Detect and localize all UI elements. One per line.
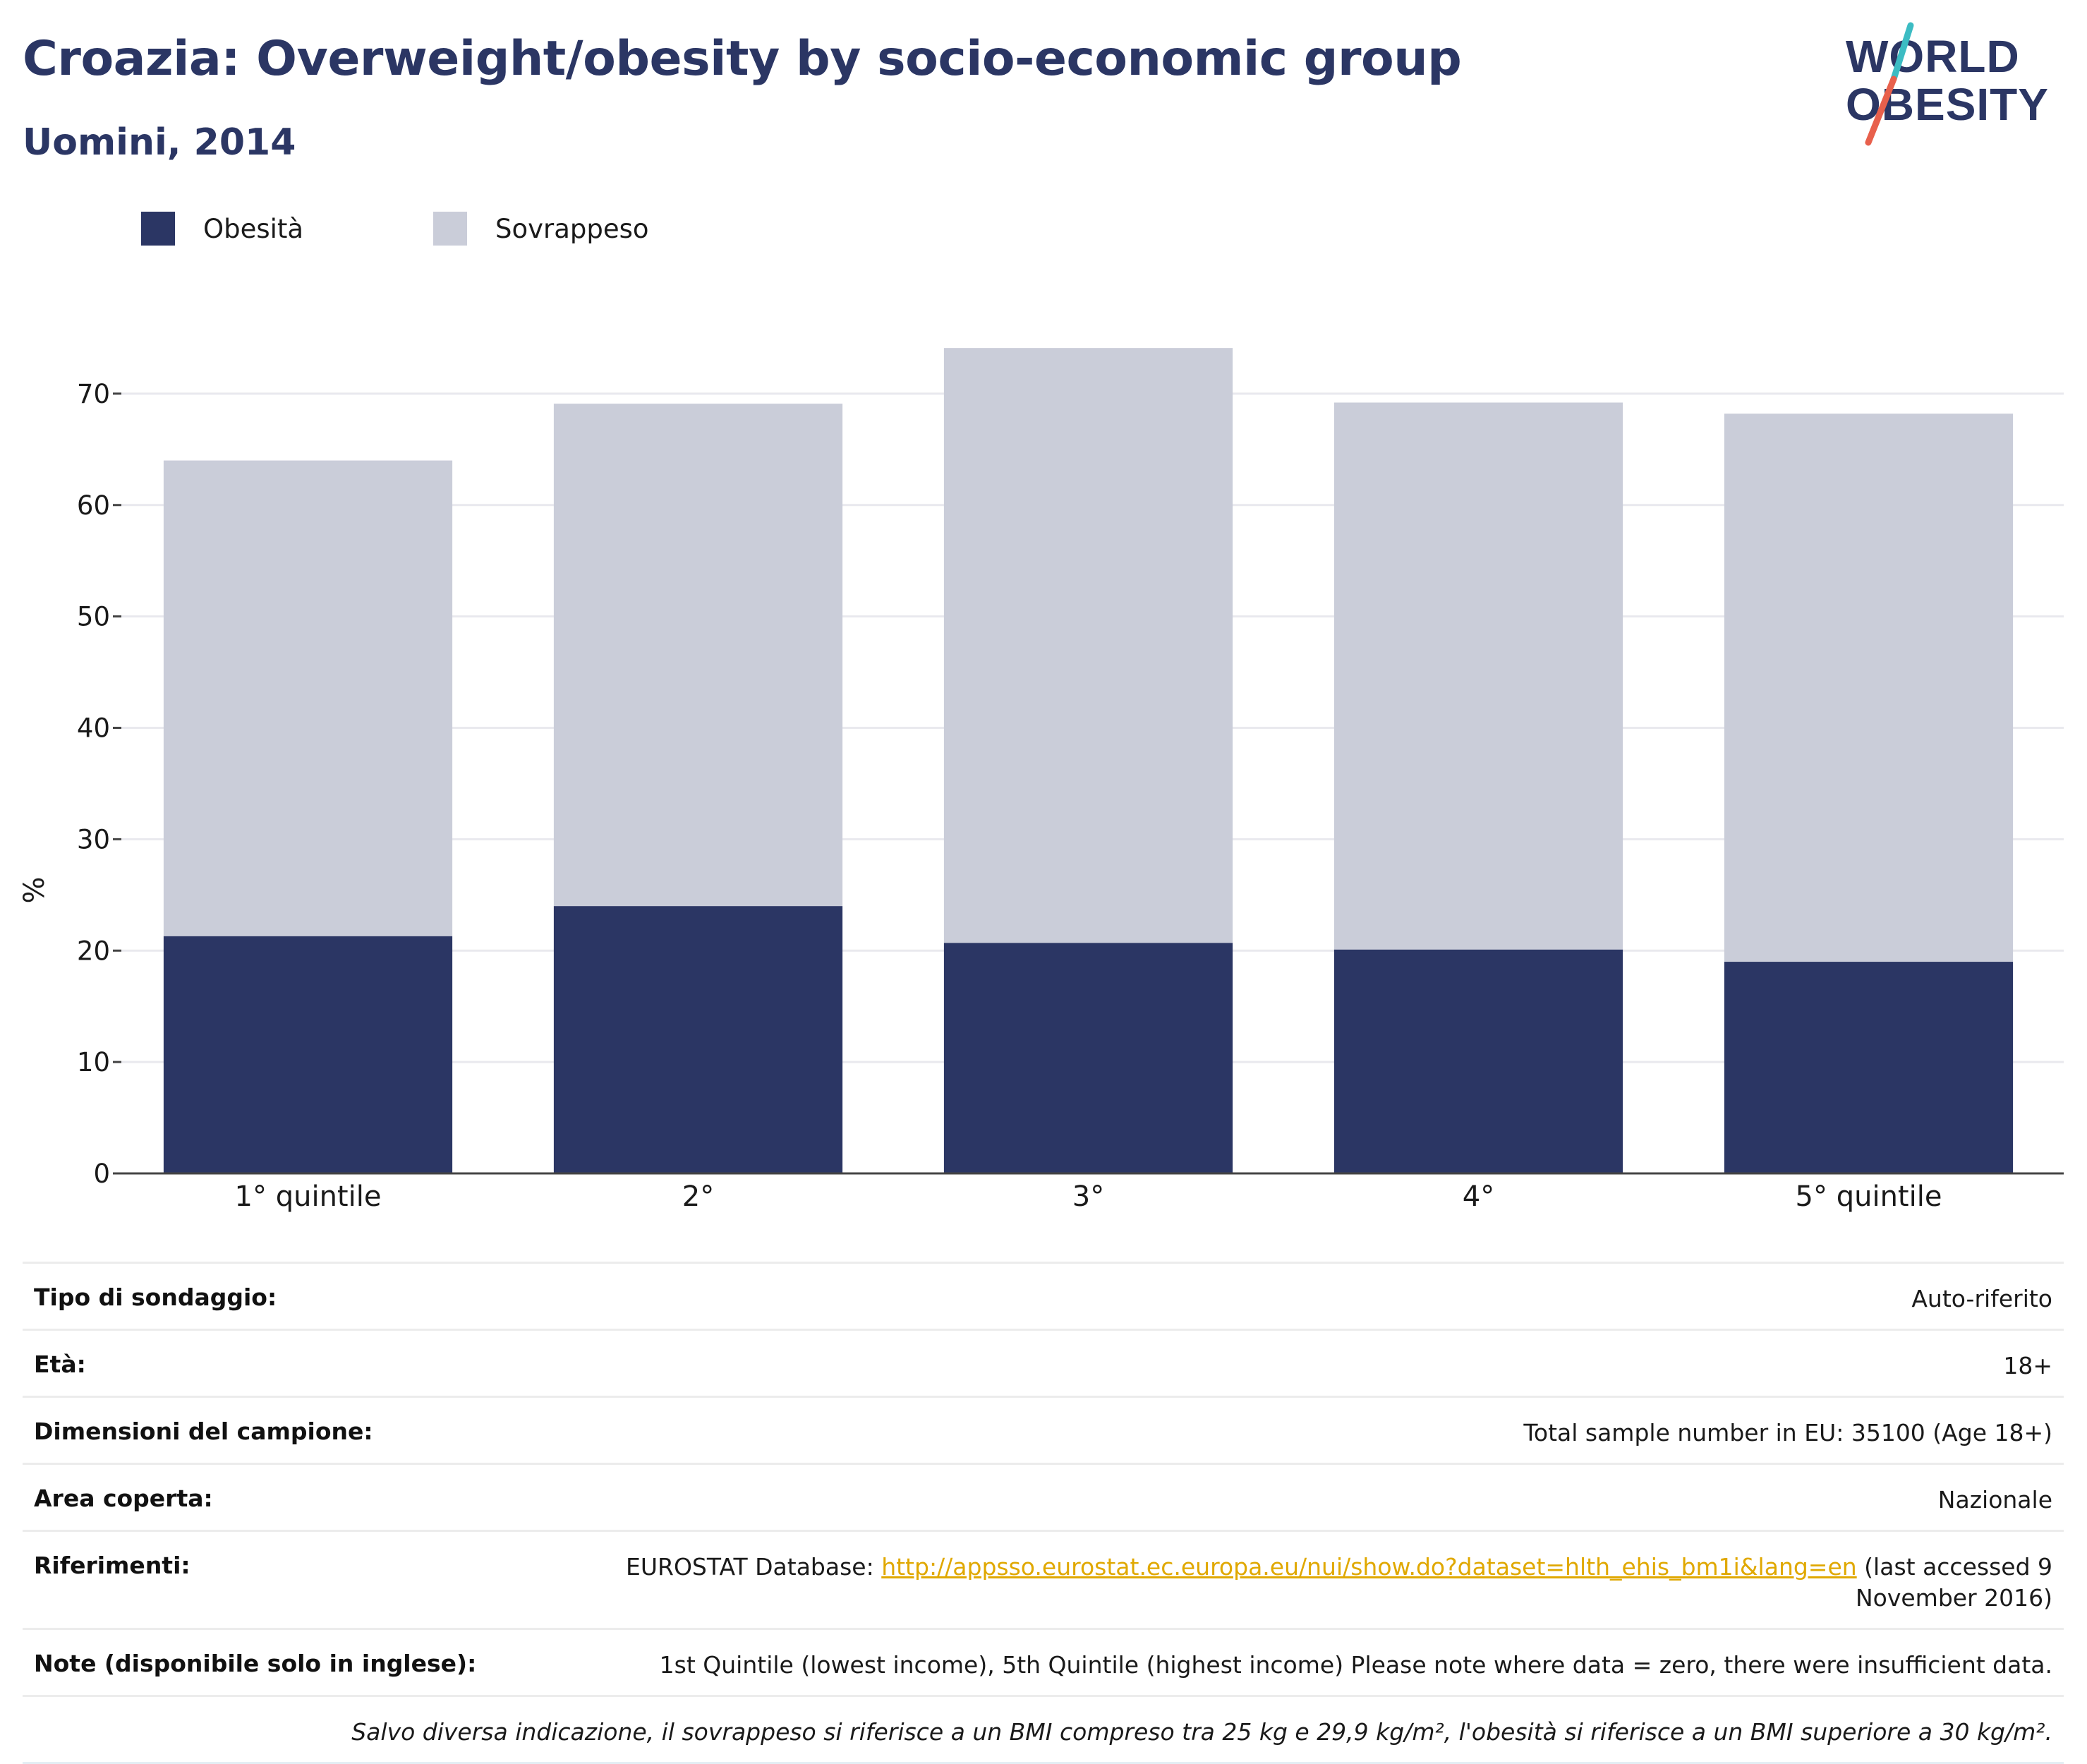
logo-slash-bottom — [1865, 75, 1897, 146]
info-value: Auto-riferito — [525, 1262, 2064, 1330]
info-key: Età: — [23, 1329, 525, 1397]
y-tick-label-20: 20 — [77, 936, 110, 966]
chart-subtitle: Uomini, 2014 — [23, 121, 296, 164]
bar-overweight-3[interactable] — [943, 348, 1233, 943]
y-tick-label-10: 10 — [77, 1047, 110, 1077]
y-tick-label-50: 50 — [77, 602, 110, 632]
y-tick-label-0: 0 — [93, 1159, 110, 1189]
world-obesity-logo: WORLD OBESITY — [1846, 22, 2048, 146]
y-tick-label-60: 60 — [77, 490, 110, 521]
bar-obesity-5[interactable] — [1724, 962, 2014, 1173]
bar-overweight-1[interactable] — [163, 460, 453, 936]
x-tick-label-3: 3° — [1072, 1180, 1104, 1213]
x-tick-label-1: 1° quintile — [235, 1180, 382, 1213]
legend-label-obesity: Obesità — [203, 213, 304, 244]
info-row-notes: Note (disponibile solo in inglese): 1st … — [23, 1628, 2064, 1696]
footnote: Salvo diversa indicazione, il sovrappeso… — [23, 1695, 2064, 1764]
info-value: Nazionale — [525, 1463, 2064, 1531]
info-row-footnote: Salvo diversa indicazione, il sovrappeso… — [23, 1695, 2064, 1764]
logo-word-world: WORLD — [1846, 31, 2020, 82]
info-row-sample-size: Dimensioni del campione: Total sample nu… — [23, 1396, 2064, 1464]
bar-obesity-2[interactable] — [553, 906, 843, 1173]
x-tick-label-2: 2° — [682, 1180, 714, 1213]
info-table: Tipo di sondaggio: Auto-riferito Età: 18… — [23, 1262, 2064, 1764]
bar-overweight-4[interactable] — [1333, 402, 1623, 950]
x-tick-label-4: 4° — [1463, 1180, 1494, 1213]
chart-title: Croazia: Overweight/obesity by socio-eco… — [23, 31, 1462, 87]
legend-item-obesity[interactable]: Obesità — [141, 210, 303, 247]
y-axis-ticks: 0 10 20 30 40 50 60 70 — [77, 379, 121, 1189]
legend-swatch-obesity — [141, 212, 175, 246]
info-key: Note (disponibile solo in inglese): — [23, 1628, 525, 1696]
info-key: Riferimenti: — [23, 1530, 525, 1629]
y-tick-label-30: 30 — [77, 824, 110, 854]
info-value-references: EUROSTAT Database: http://appsso.eurosta… — [525, 1530, 2064, 1629]
legend-swatch-overweight — [433, 212, 467, 246]
info-row-references: Riferimenti: EUROSTAT Database: http://a… — [23, 1530, 2064, 1629]
info-value: 1st Quintile (lowest income), 5th Quinti… — [525, 1628, 2064, 1696]
bar-obesity-1[interactable] — [163, 936, 453, 1173]
legend-item-overweight[interactable]: Sovrappeso — [433, 210, 649, 247]
reference-suffix: (last accessed 9 November 2016) — [1855, 1553, 2052, 1612]
info-key: Tipo di sondaggio: — [23, 1262, 525, 1330]
x-axis-ticks: 1° quintile 2° 3° 4° 5° quintile — [235, 1180, 1942, 1213]
logo-slash-top — [1890, 22, 1914, 83]
info-value: Total sample number in EU: 35100 (Age 18… — [525, 1396, 2064, 1464]
y-axis-label: % — [18, 876, 51, 903]
reference-link[interactable]: http://appsso.eurostat.ec.europa.eu/nui/… — [881, 1553, 1857, 1581]
x-tick-label-5: 5° quintile — [1796, 1180, 1942, 1213]
bars — [163, 348, 2014, 1173]
info-row-age: Età: 18+ — [23, 1329, 2064, 1397]
bar-obesity-4[interactable] — [1333, 949, 1623, 1173]
bar-overweight-2[interactable] — [553, 404, 843, 907]
info-row-survey-type: Tipo di sondaggio: Auto-riferito — [23, 1262, 2064, 1330]
y-tick-label-70: 70 — [77, 379, 110, 409]
info-key: Area coperta: — [23, 1463, 525, 1531]
bar-obesity-3[interactable] — [943, 943, 1233, 1173]
info-row-area: Area coperta: Nazionale — [23, 1463, 2064, 1531]
bar-overweight-5[interactable] — [1724, 413, 2014, 962]
stacked-bar-chart: 0 10 20 30 40 50 60 70 1° quintile 2° 3° 4° 5° quin… — [18, 348, 2064, 1213]
info-value: 18+ — [525, 1329, 2064, 1397]
info-key: Dimensioni del campione: — [23, 1396, 525, 1464]
legend-label-overweight: Sovrappeso — [495, 213, 649, 244]
reference-prefix: EUROSTAT Database: — [626, 1553, 882, 1581]
y-tick-label-40: 40 — [77, 713, 110, 744]
